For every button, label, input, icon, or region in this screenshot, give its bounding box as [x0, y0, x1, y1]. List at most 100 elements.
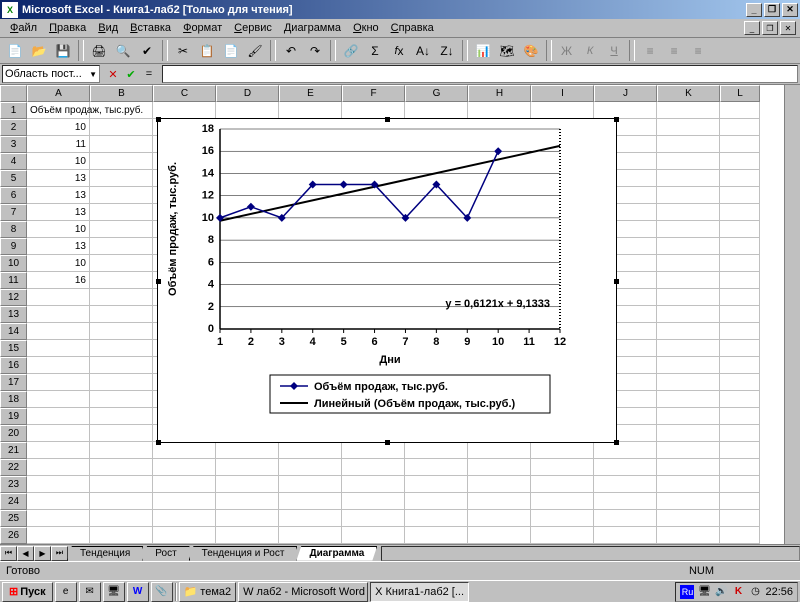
align-right-button[interactable]: ≡ — [687, 40, 709, 61]
taskbar-item[interactable]: XКнига1-лаб2 [... — [370, 582, 469, 602]
cell-C22[interactable] — [153, 459, 216, 476]
col-head-L[interactable]: L — [720, 85, 760, 102]
fx-button[interactable]: fx — [388, 40, 410, 61]
av-icon[interactable]: K — [731, 585, 745, 599]
cell-H1[interactable] — [468, 102, 531, 119]
redo-button[interactable]: ↷ — [304, 40, 326, 61]
cell-A19[interactable] — [27, 408, 90, 425]
cell-J23[interactable] — [594, 476, 657, 493]
cell-C24[interactable] — [153, 493, 216, 510]
menu-Диаграмма[interactable]: Диаграмма — [278, 20, 347, 36]
map-button[interactable]: 🗺 — [496, 40, 518, 61]
minimize-button[interactable]: _ — [746, 3, 762, 17]
menu-Вид[interactable]: Вид — [92, 20, 124, 36]
name-box[interactable]: Область пост... ▼ — [2, 65, 100, 83]
cell-L12[interactable] — [720, 289, 760, 306]
cell-L4[interactable] — [720, 153, 760, 170]
maximize-button[interactable]: ❐ — [764, 3, 780, 17]
col-head-D[interactable]: D — [216, 85, 279, 102]
sort-asc-button[interactable]: A↓ — [412, 40, 434, 61]
cell-L5[interactable] — [720, 170, 760, 187]
cell-L21[interactable] — [720, 442, 760, 459]
clock-icon[interactable]: ◷ — [748, 585, 762, 599]
cell-F25[interactable] — [342, 510, 405, 527]
cell-C23[interactable] — [153, 476, 216, 493]
cell-D22[interactable] — [216, 459, 279, 476]
sheet-tab-2[interactable]: Тенденция и Рост — [189, 546, 298, 561]
cell-K14[interactable] — [657, 323, 720, 340]
cell-L23[interactable] — [720, 476, 760, 493]
cell-F26[interactable] — [342, 527, 405, 544]
cell-B25[interactable] — [90, 510, 153, 527]
cell-L25[interactable] — [720, 510, 760, 527]
cell-L8[interactable] — [720, 221, 760, 238]
cell-A22[interactable] — [27, 459, 90, 476]
cell-K23[interactable] — [657, 476, 720, 493]
cell-K12[interactable] — [657, 289, 720, 306]
cell-E25[interactable] — [279, 510, 342, 527]
vertical-scrollbar[interactable] — [784, 85, 800, 544]
cell-B10[interactable] — [90, 255, 153, 272]
row-head-10[interactable]: 10 — [0, 255, 27, 272]
display-icon[interactable]: 🖥 — [697, 585, 711, 599]
cell-K13[interactable] — [657, 306, 720, 323]
cell-J26[interactable] — [594, 527, 657, 544]
menu-Сервис[interactable]: Сервис — [228, 20, 278, 36]
cell-B16[interactable] — [90, 357, 153, 374]
cell-D25[interactable] — [216, 510, 279, 527]
print-button[interactable]: 🖨 — [88, 40, 110, 61]
cell-D26[interactable] — [216, 527, 279, 544]
doc-close-button[interactable]: ✕ — [780, 21, 796, 35]
equals-icon[interactable]: = — [140, 66, 158, 83]
cell-B23[interactable] — [90, 476, 153, 493]
cell-A24[interactable] — [27, 493, 90, 510]
cell-K19[interactable] — [657, 408, 720, 425]
cell-L6[interactable] — [720, 187, 760, 204]
cell-B20[interactable] — [90, 425, 153, 442]
cell-L11[interactable] — [720, 272, 760, 289]
row-head-25[interactable]: 25 — [0, 510, 27, 527]
cell-B4[interactable] — [90, 153, 153, 170]
preview-button[interactable]: 🔍 — [112, 40, 134, 61]
row-head-17[interactable]: 17 — [0, 374, 27, 391]
quicklaunch-ie[interactable]: e — [55, 582, 77, 602]
cell-G26[interactable] — [405, 527, 468, 544]
cell-A5[interactable]: 13 — [27, 170, 90, 187]
cell-I23[interactable] — [531, 476, 594, 493]
row-head-6[interactable]: 6 — [0, 187, 27, 204]
first-sheet-button[interactable]: ⏮ — [0, 546, 17, 561]
col-head-C[interactable]: C — [153, 85, 216, 102]
cell-B3[interactable] — [90, 136, 153, 153]
taskbar-item[interactable]: 📁тема2 — [179, 582, 237, 602]
cell-K26[interactable] — [657, 527, 720, 544]
menu-Формат[interactable]: Формат — [177, 20, 228, 36]
cell-J21[interactable] — [594, 442, 657, 459]
cell-C26[interactable] — [153, 527, 216, 544]
col-head-F[interactable]: F — [342, 85, 405, 102]
cell-I22[interactable] — [531, 459, 594, 476]
cell-K17[interactable] — [657, 374, 720, 391]
cell-I21[interactable] — [531, 442, 594, 459]
cell-L10[interactable] — [720, 255, 760, 272]
cell-A12[interactable] — [27, 289, 90, 306]
cell-A25[interactable] — [27, 510, 90, 527]
cell-K3[interactable] — [657, 136, 720, 153]
cell-I25[interactable] — [531, 510, 594, 527]
row-head-23[interactable]: 23 — [0, 476, 27, 493]
cell-H23[interactable] — [468, 476, 531, 493]
cell-K25[interactable] — [657, 510, 720, 527]
row-head-16[interactable]: 16 — [0, 357, 27, 374]
row-head-19[interactable]: 19 — [0, 408, 27, 425]
dropdown-icon[interactable]: ▼ — [89, 70, 97, 79]
cell-H25[interactable] — [468, 510, 531, 527]
cell-B6[interactable] — [90, 187, 153, 204]
cell-B12[interactable] — [90, 289, 153, 306]
cell-B2[interactable] — [90, 119, 153, 136]
taskbar-item[interactable]: Wлаб2 - Microsoft Word — [238, 582, 368, 602]
close-button[interactable]: ✕ — [782, 3, 798, 17]
cell-K6[interactable] — [657, 187, 720, 204]
cell-B11[interactable] — [90, 272, 153, 289]
cell-A10[interactable]: 10 — [27, 255, 90, 272]
cell-L19[interactable] — [720, 408, 760, 425]
cell-G22[interactable] — [405, 459, 468, 476]
